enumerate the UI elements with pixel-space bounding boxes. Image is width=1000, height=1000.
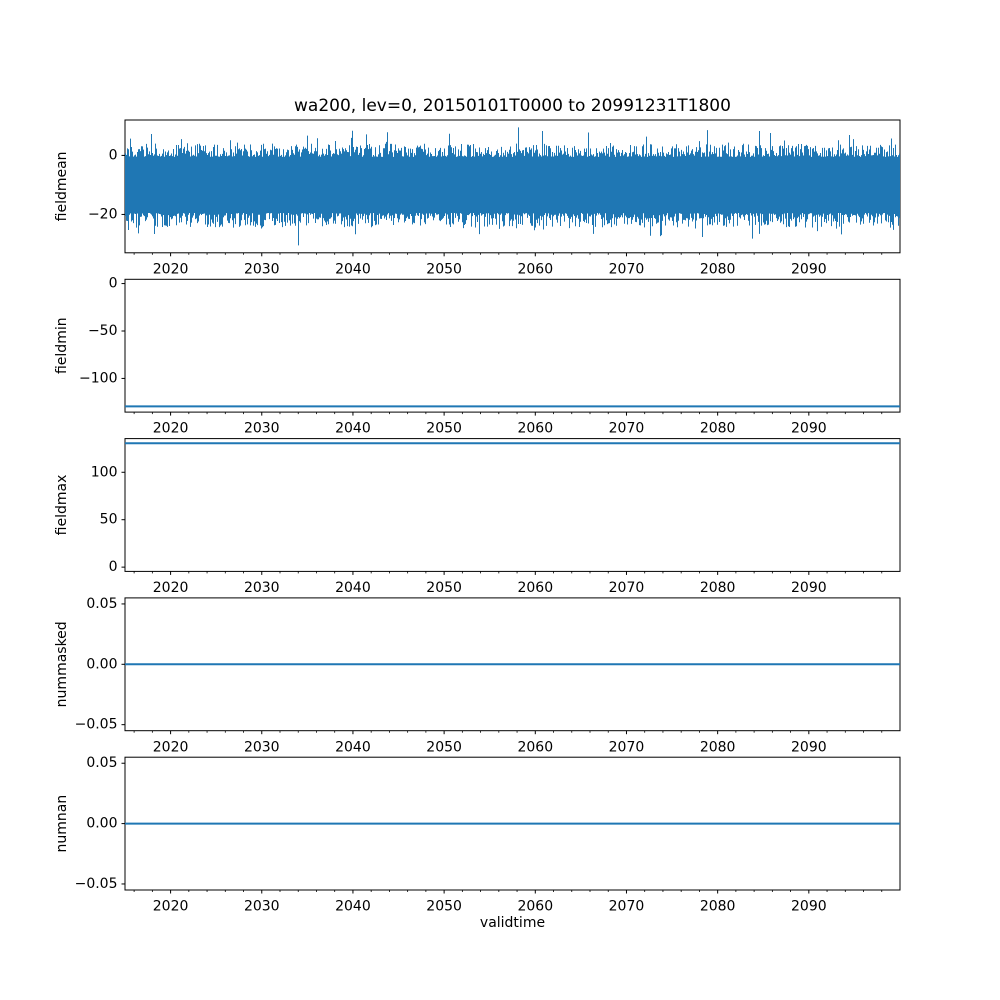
x-tick-label: 2060: [517, 899, 553, 915]
x-tick-label: 2090: [791, 899, 827, 915]
y-tick-label: −20: [88, 206, 118, 222]
x-tick-label: 2070: [609, 739, 645, 755]
x-tick-label: 2090: [791, 421, 827, 437]
x-tick-label: 2080: [700, 421, 736, 437]
x-tick-label: 2080: [700, 261, 736, 277]
y-axis-label-numnan: numnan: [54, 795, 70, 853]
x-tick-label: 2070: [609, 421, 645, 437]
y-axis-label-nummasked: nummasked: [54, 621, 70, 707]
plot-area-fieldmin: [124, 278, 901, 413]
y-tick-label: 0.00: [86, 656, 117, 672]
x-tick-label: 2050: [426, 899, 462, 915]
x-tick-label: 2030: [244, 580, 280, 596]
x-tick-label: 2050: [426, 580, 462, 596]
subplot-numnan: [121, 756, 901, 894]
series-fieldmean: [125, 127, 900, 246]
x-tick-label: 2090: [791, 580, 827, 596]
x-tick-label: 2060: [517, 421, 553, 437]
y-tick-label: 100: [91, 464, 118, 480]
chart-title: wa200, lev=0, 20150101T0000 to 20991231T…: [294, 96, 731, 116]
subplot-fieldmean: [121, 119, 901, 257]
x-tick-label: 2090: [791, 739, 827, 755]
x-tick-label: 2070: [609, 899, 645, 915]
y-tick-label: −100: [79, 370, 117, 386]
x-tick-label: 2090: [791, 261, 827, 277]
y-tick-label: 0.05: [86, 755, 117, 771]
x-tick-label: 2030: [244, 899, 280, 915]
x-tick-label: 2020: [153, 261, 189, 277]
plot-area-fieldmax: [124, 438, 901, 572]
y-tick-label: 0: [109, 276, 118, 292]
x-tick-label: 2050: [426, 261, 462, 277]
x-tick-label: 2040: [335, 580, 371, 596]
x-tick-label: 2020: [153, 739, 189, 755]
subplot-fieldmax: [121, 438, 901, 575]
x-tick-label: 2060: [517, 739, 553, 755]
x-tick-label: 2030: [244, 261, 280, 277]
y-axis-label-fieldmax: fieldmax: [54, 475, 70, 536]
x-tick-label: 2040: [335, 899, 371, 915]
x-tick-label: 2080: [700, 580, 736, 596]
x-tick-label: 2070: [609, 261, 645, 277]
x-tick-label: 2080: [700, 739, 736, 755]
x-tick-label: 2030: [244, 421, 280, 437]
subplot-fieldmin: [121, 278, 901, 416]
x-tick-label: 2020: [153, 899, 189, 915]
x-tick-label: 2060: [517, 580, 553, 596]
x-tick-label: 2080: [700, 899, 736, 915]
y-tick-label: −0.05: [75, 876, 118, 892]
x-tick-label: 2070: [609, 580, 645, 596]
y-tick-label: 50: [100, 512, 118, 528]
y-tick-label: 0.05: [86, 596, 117, 612]
y-tick-label: 0.00: [86, 816, 117, 832]
x-tick-label: 2040: [335, 739, 371, 755]
x-tick-label: 2050: [426, 421, 462, 437]
y-axis-label-fieldmean: fieldmean: [54, 151, 70, 221]
x-axis-label: validtime: [480, 915, 545, 931]
x-tick-label: 2020: [153, 421, 189, 437]
y-tick-label: −50: [88, 323, 118, 339]
y-tick-label: 0: [109, 147, 118, 163]
subplot-nummasked: [121, 597, 901, 735]
x-tick-label: 2020: [153, 580, 189, 596]
y-axis-label-fieldmin: fieldmin: [54, 317, 70, 374]
x-tick-label: 2040: [335, 421, 371, 437]
y-tick-label: 0: [109, 559, 118, 575]
x-tick-label: 2060: [517, 261, 553, 277]
y-tick-label: −0.05: [75, 717, 118, 733]
x-tick-label: 2040: [335, 261, 371, 277]
x-tick-label: 2030: [244, 739, 280, 755]
x-tick-label: 2050: [426, 739, 462, 755]
